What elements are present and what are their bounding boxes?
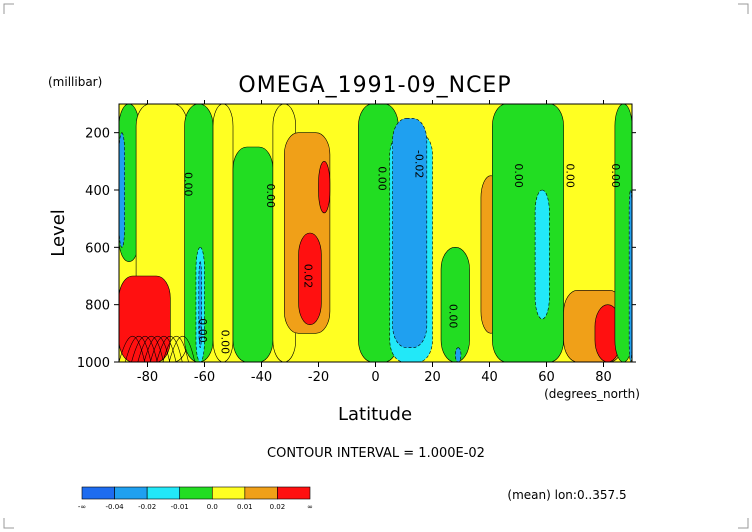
y-axis-unit: (millibar) [48,75,102,89]
x-tick-label: -60 [194,370,215,385]
x-tick-label: -40 [251,370,272,385]
x-axis-unit: (degrees_north) [544,387,640,401]
contour-region-blue-30 [455,347,462,362]
colorbar-label: 0.02 [270,503,286,511]
contour-label: 0.00 [219,330,232,355]
contour-label: 0.02 [301,264,314,289]
chart-title: OMEGA_1991-09_NCEP [238,73,511,98]
colorbar: -∞ -0.04 -0.02 -0.01 0.0 0.01 0.02 ∞ [78,486,313,511]
contour-label: 0.00 [375,166,388,191]
contour-label: 0.00 [512,163,525,188]
colorbar-swatch [114,486,148,500]
colorbar-label: -∞ [78,503,86,511]
x-tick-label: -20 [308,370,329,385]
contour-label: 0.00 [264,183,277,208]
contour-region-blue-itcz [392,118,428,348]
contour-region-blue-nh-edge [628,189,632,362]
y-tick-label: 1000 [77,356,110,371]
contour-label: 0.00 [447,304,460,329]
colorbar-swatch [146,486,181,500]
contour-region-red-sh-lower [298,232,322,326]
colorbar-label: 0.01 [237,503,253,511]
colorbar-swatch [81,486,115,500]
colorbar-swatch [244,486,278,500]
contour-label: 0.00 [182,172,195,197]
footnote-mean-lon: (mean) lon:0..357.5 [507,488,626,502]
x-tick-label: -80 [137,370,158,385]
colorbar-swatch [277,486,311,500]
contour-region-green-40s [232,146,274,362]
colorbar-swatch [179,486,213,500]
x-axis: -80 -60 -40 -20 0 20 40 60 80 [137,100,612,385]
x-tick-label: 80 [595,370,612,385]
y-tick-label: 400 [85,184,110,199]
colorbar-label: -0.04 [106,503,125,511]
contour-region-yellow-50s [212,104,234,362]
y-axis: 200 400 600 800 1000 [77,127,636,371]
contour-region-blue-sh-edge [119,132,125,248]
contour-label: 0.00 [609,163,622,188]
x-tick-label: 20 [424,370,441,385]
contour-region-green-85 [614,104,632,362]
y-axis-label: Level [48,209,69,257]
colorbar-label: -0.02 [138,503,156,511]
colorbar-label: ∞ [307,503,313,511]
contour-interval-text: CONTOUR INTERVAL = 1.000E-02 [267,446,485,461]
contour-label: 0.00 [563,163,576,188]
crop-marks [3,3,749,529]
contour-region-red-sh-surface [119,275,171,362]
x-tick-label: 60 [538,370,555,385]
x-tick-label: 0 [371,370,379,385]
x-tick-label: 40 [481,370,498,385]
contour-label: -0.02 [412,150,425,178]
y-tick-label: 600 [85,241,110,256]
plot-area: 0.00 0.00 0.00 -0.02 0.00 0.00 0.00 0.02 0.00 0.0… [119,104,632,362]
colorbar-swatch [211,486,246,500]
y-tick-label: 200 [85,127,110,142]
x-axis-label: Latitude [338,404,412,425]
colorbar-label: -0.01 [171,503,189,511]
colorbar-label: 0.0 [207,503,218,511]
contour-region-green-45-65 [492,104,564,362]
contour-label: 0.00 [196,318,209,343]
contour-region-red-sh-upper [318,161,331,214]
y-tick-label: 800 [85,299,110,314]
contour-region-cyan-55 [534,189,550,320]
contour-region-blue-band-60s [198,261,202,348]
